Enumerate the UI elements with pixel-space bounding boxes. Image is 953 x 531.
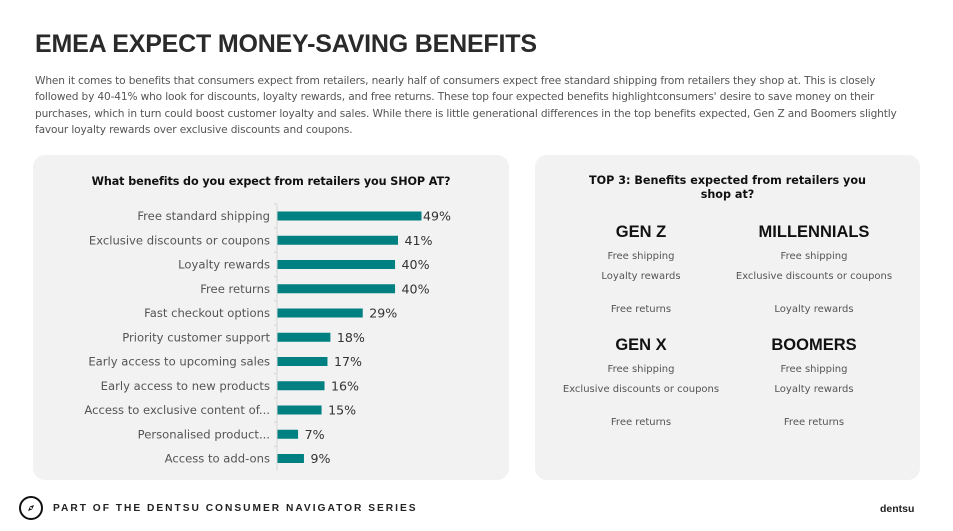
benefits-chart-panel: What benefits do you expect from retaile… — [33, 155, 509, 480]
millennials-item-1: Free shipping — [780, 251, 848, 262]
boomers-item-2: Loyalty rewards — [774, 384, 854, 395]
boomers-group: BOOMERS Free shipping Loyalty rewards Fr… — [729, 336, 899, 436]
gen-x-group: GEN X Free shipping Exclusive discounts … — [556, 336, 726, 436]
gen-z-item-1: Free shipping — [607, 251, 675, 262]
millennials-heading: MILLENNIALS — [758, 223, 870, 241]
value-label: 41% — [404, 233, 432, 248]
bar — [277, 454, 304, 463]
category-label: Priority customer support — [122, 330, 270, 344]
category-label: Loyalty rewards — [178, 258, 270, 272]
value-label: 15% — [328, 403, 356, 418]
bar — [277, 381, 325, 391]
bar — [277, 260, 396, 269]
gen-x-item-1: Free shipping — [607, 364, 675, 375]
bar — [277, 284, 396, 294]
gen-x-item-3: Free returns — [610, 417, 672, 428]
category-label: Personalised product... — [138, 427, 270, 441]
boomers-item-1: Free shipping — [780, 364, 848, 375]
category-label: Early access to new products — [101, 379, 270, 393]
boomers-item-3: Free returns — [783, 417, 845, 428]
bar — [277, 429, 299, 439]
millennials-item-3: Loyalty rewards — [774, 304, 854, 315]
top3-panel: TOP 3: Benefits expected from retailers … — [535, 155, 920, 480]
boomers-heading: BOOMERS — [771, 336, 857, 354]
value-label: 9% — [310, 451, 330, 466]
value-label: 7% — [305, 427, 325, 442]
bar — [277, 308, 363, 318]
page-title: EMEA EXPECT MONEY-SAVING BENEFITS — [35, 30, 537, 58]
category-label: Access to exclusive content of... — [84, 403, 270, 417]
compass-icon — [19, 496, 43, 520]
value-label: 17% — [334, 354, 362, 369]
intro-paragraph: When it comes to benefits that consumers… — [35, 75, 897, 137]
category-label: Free standard shipping — [137, 209, 270, 223]
bar — [277, 405, 322, 415]
bar — [277, 332, 331, 342]
benefits-bar-chart: Free standard shipping 49% Exclusive disco… — [84, 203, 451, 471]
gen-z-heading: GEN Z — [615, 223, 667, 241]
gen-z-item-3: Free returns — [610, 304, 672, 315]
category-label: Fast checkout options — [144, 306, 270, 320]
bar — [277, 235, 398, 245]
value-label: 40% — [402, 281, 430, 296]
chart-title: What benefits do you expect from retaile… — [91, 175, 451, 188]
series-tagline: PART OF THE DENTSU CONSUMER NAVIGATOR SE… — [53, 503, 418, 514]
value-label: 40% — [402, 257, 430, 272]
category-label: Exclusive discounts or coupons — [89, 233, 270, 247]
gen-x-item-2: Exclusive discounts or coupons — [562, 384, 720, 395]
value-label: 49% — [423, 209, 451, 224]
category-label: Free returns — [200, 282, 270, 296]
gen-z-item-2: Loyalty rewards — [601, 271, 681, 282]
millennials-item-2: Exclusive discounts or coupons — [735, 271, 893, 282]
value-label: 18% — [337, 330, 365, 345]
gen-x-heading: GEN X — [615, 336, 667, 354]
millennials-group: MILLENNIALS Free shipping Exclusive disc… — [729, 223, 899, 323]
value-label: 16% — [331, 378, 359, 393]
top3-title: TOP 3: Benefits expected from retailers … — [588, 174, 867, 201]
category-label: Early access to upcoming sales — [88, 355, 270, 369]
bar — [277, 211, 422, 221]
dentsu-logo: dentsu — [880, 503, 915, 515]
category-label: Access to add-ons — [165, 452, 270, 466]
value-label: 29% — [369, 306, 397, 321]
bar — [277, 357, 328, 366]
gen-z-group: GEN Z Free shipping Loyalty rewards Free… — [556, 223, 726, 323]
